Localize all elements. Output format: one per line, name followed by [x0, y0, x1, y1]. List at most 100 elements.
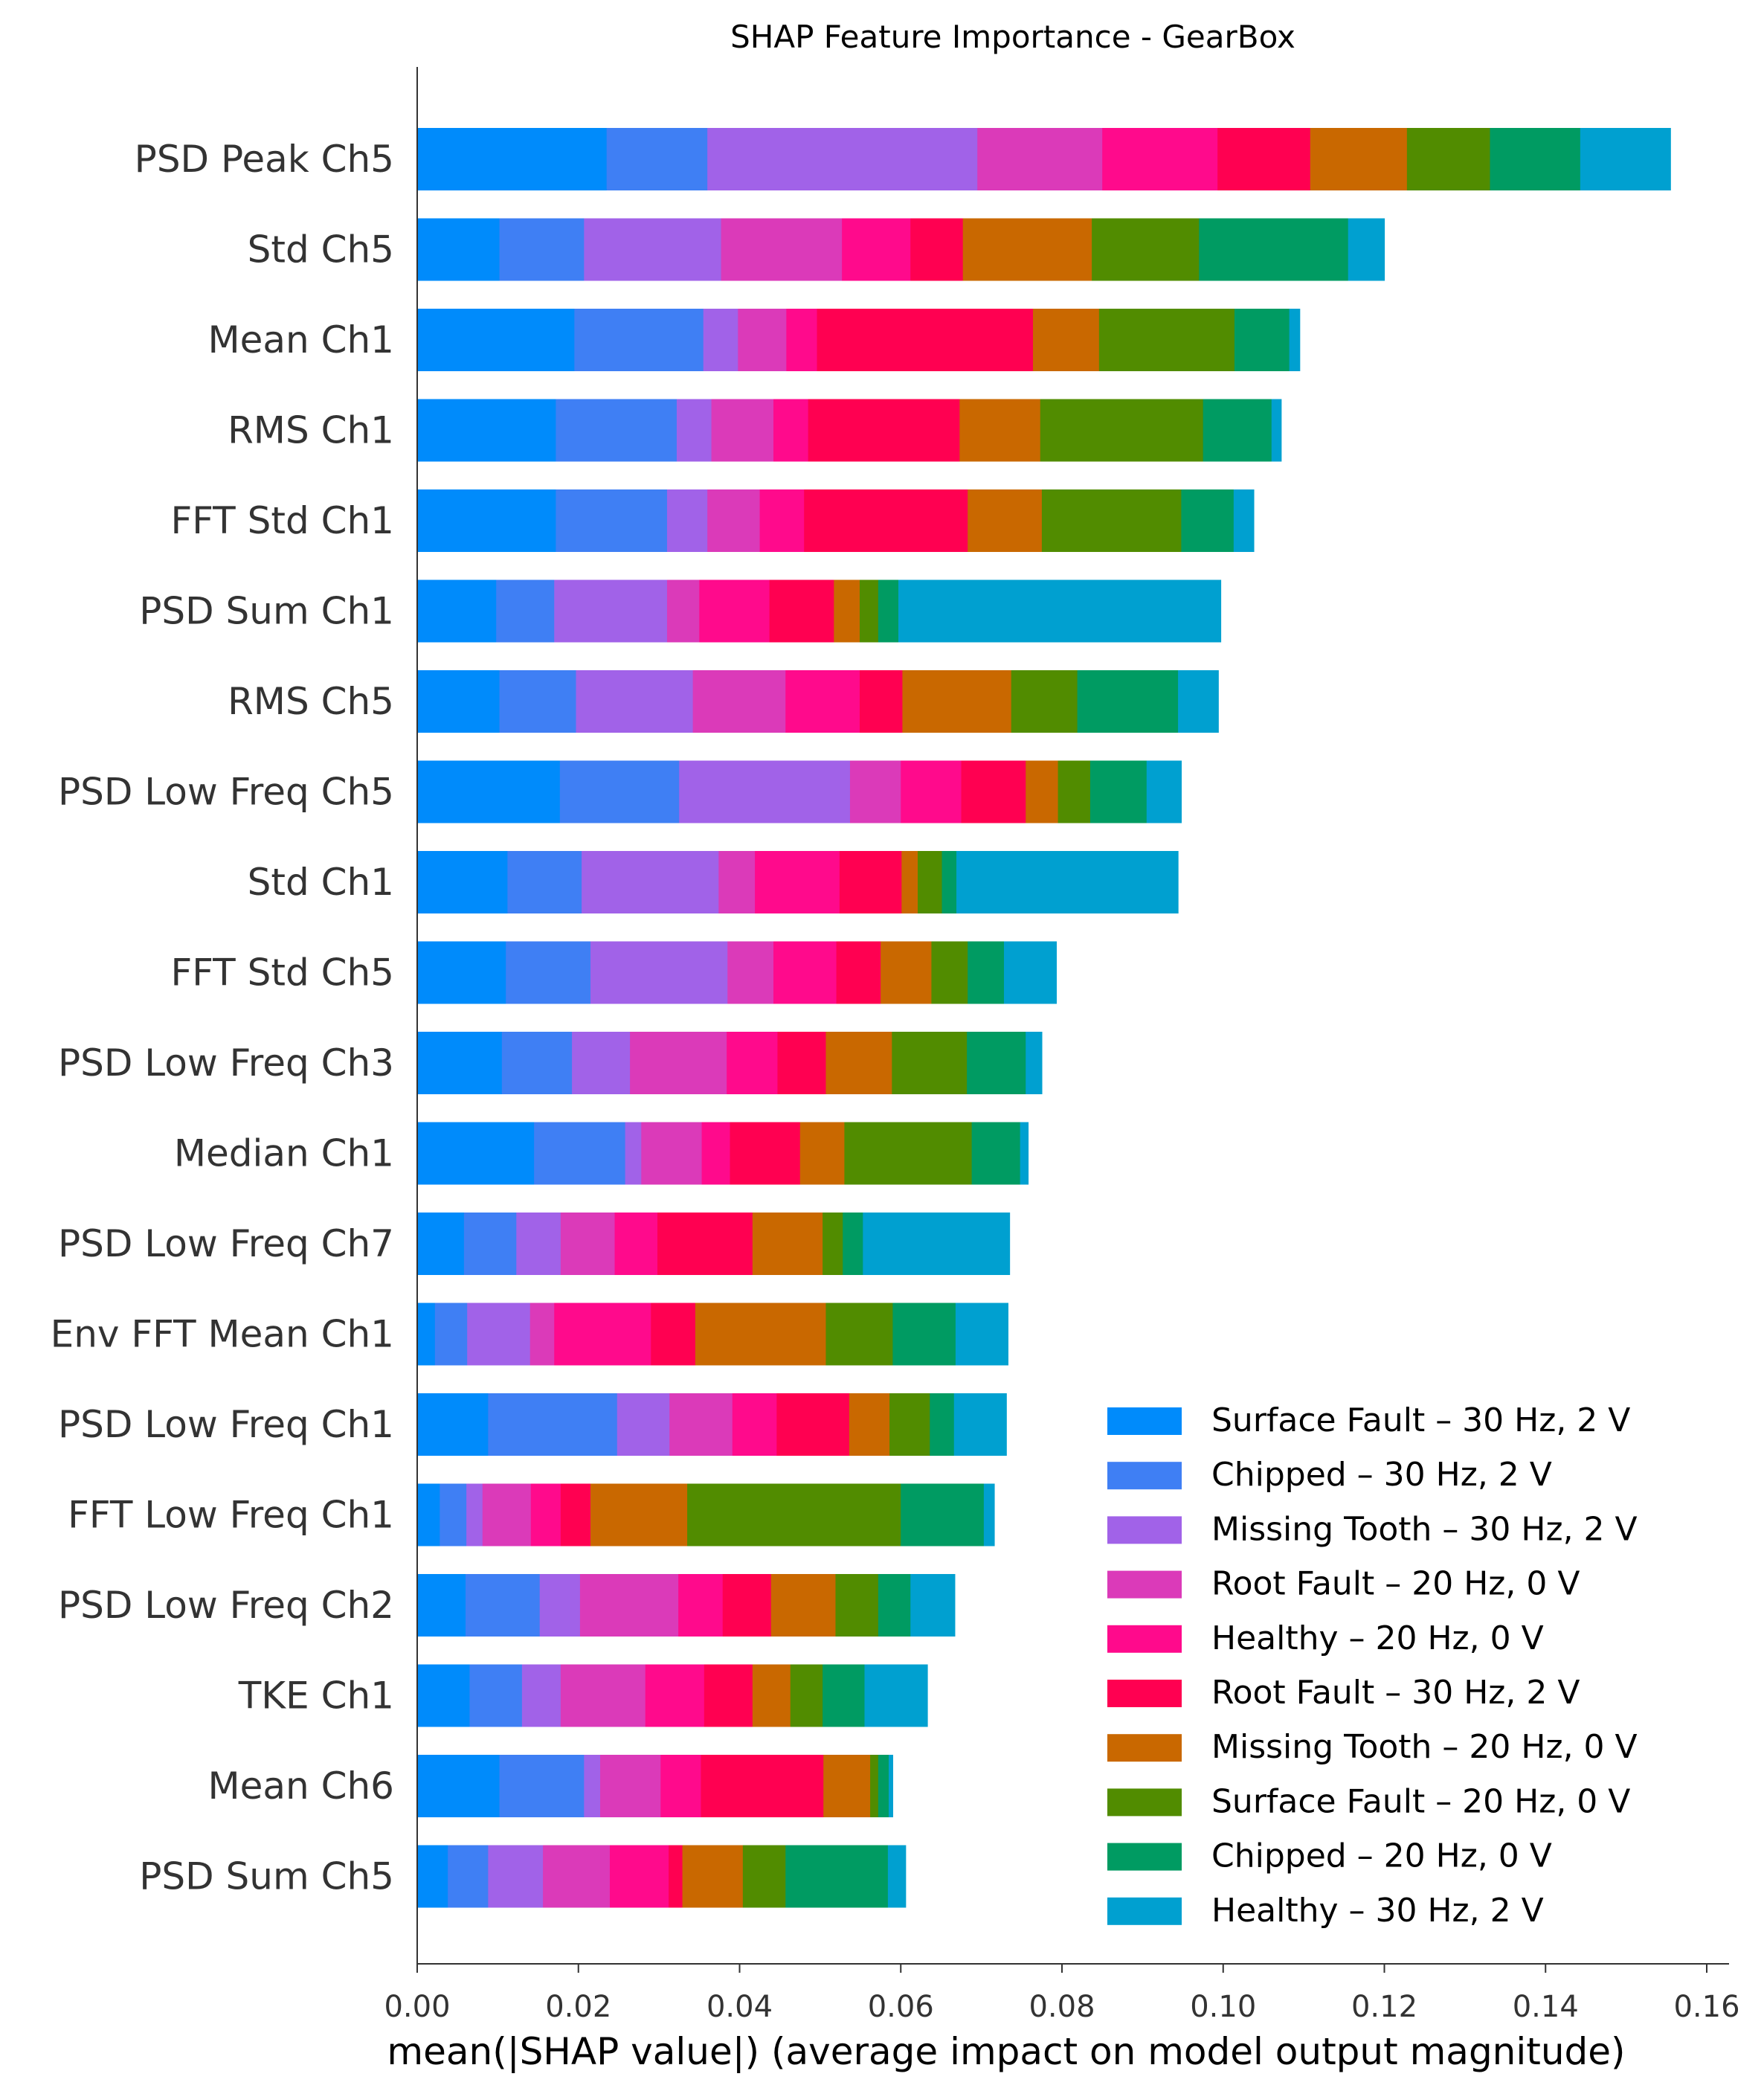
y-tick-label: RMS Ch5 — [228, 680, 394, 723]
legend-label: Surface Fault – 20 Hz, 0 V — [1211, 1782, 1630, 1820]
bar-segment-8-10 — [1146, 760, 1182, 823]
y-tick-label: PSD Low Freq Ch1 — [58, 1403, 394, 1446]
bar-segment-3-8 — [1098, 309, 1235, 371]
bar-segment-10-3 — [590, 941, 728, 1004]
bar-segment-1-3 — [707, 128, 978, 190]
bar-segment-16-3 — [466, 1483, 483, 1547]
bar-segment-19-3 — [584, 1755, 601, 1817]
bar-segment-9-3 — [582, 851, 719, 913]
bar-segment-19-4 — [600, 1755, 661, 1817]
bar-segment-3-3 — [703, 309, 738, 371]
legend-swatch — [1107, 1516, 1182, 1544]
bar-segment-7-5 — [785, 670, 860, 733]
bar-segment-16-7 — [590, 1483, 688, 1547]
bar-segment-16-6 — [560, 1483, 591, 1547]
bar-segment-12-9 — [971, 1122, 1021, 1185]
legend-label: Root Fault – 30 Hz, 2 V — [1211, 1674, 1580, 1712]
y-tick-label: FFT Std Ch1 — [171, 499, 394, 542]
y-tick-label: Std Ch5 — [248, 228, 394, 272]
bar-segment-5-9 — [1181, 489, 1235, 552]
bar-segment-4-8 — [1040, 399, 1204, 462]
bar-segment-17-1 — [417, 1574, 466, 1637]
x-axis-ticks: 0.00 0.02 0.04 0.06 0.08 0.10 0.12 0.14 0.16 — [384, 1964, 1740, 2024]
y-tick-label: RMS Ch1 — [228, 409, 394, 452]
bar-segment-16-10 — [983, 1483, 995, 1547]
bar-segment-5-8 — [1041, 489, 1182, 552]
bar-segment-7-8 — [1011, 670, 1078, 733]
bar-segment-10-2 — [506, 941, 591, 1004]
bar-segment-18-5 — [645, 1664, 705, 1727]
bar-segment-18-10 — [864, 1664, 928, 1727]
bar-segment-1-4 — [977, 128, 1103, 190]
bar-segment-3-6 — [817, 309, 1034, 371]
bar-segment-6-10 — [898, 579, 1222, 643]
bar-segment-18-4 — [560, 1664, 646, 1727]
legend-label: Healthy – 20 Hz, 0 V — [1211, 1619, 1544, 1657]
y-tick-label: PSD Low Freq Ch7 — [58, 1222, 394, 1265]
bar-segment-16-5 — [530, 1483, 561, 1547]
legend-label: Healthy – 30 Hz, 2 V — [1211, 1892, 1544, 1930]
bar-segment-19-5 — [660, 1755, 702, 1817]
bar-segment-1-8 — [1406, 128, 1491, 190]
bar-segment-5-1 — [417, 489, 556, 552]
y-tick-label: Std Ch1 — [248, 861, 394, 904]
bar-segment-13-9 — [843, 1213, 863, 1275]
bar-segment-11-7 — [825, 1032, 892, 1094]
bar-segment-14-7 — [695, 1303, 827, 1366]
bar-segment-4-1 — [417, 399, 556, 462]
legend-swatch — [1107, 1462, 1182, 1490]
y-tick-label: PSD Sum Ch5 — [139, 1855, 394, 1898]
legend-swatch — [1107, 1843, 1182, 1871]
bar-segment-11-9 — [967, 1032, 1026, 1094]
y-tick-label: TKE Ch1 — [238, 1674, 394, 1718]
legend-swatch — [1107, 1407, 1182, 1435]
bar-segment-2-8 — [1092, 218, 1200, 281]
x-tick-label: 0.16 — [1673, 1990, 1739, 2024]
x-tick-label: 0.02 — [545, 1990, 611, 2024]
bar-segment-12-6 — [730, 1122, 801, 1185]
bar-segment-1-9 — [1490, 128, 1581, 190]
bar-segment-14-8 — [825, 1303, 894, 1366]
bar-segment-13-10 — [863, 1213, 1011, 1275]
bar-segment-16-8 — [687, 1483, 901, 1547]
bar-segment-18-1 — [417, 1664, 471, 1727]
legend-swatch — [1107, 1897, 1182, 1925]
bar-segment-2-6 — [910, 218, 964, 281]
legend-label: Missing Tooth – 20 Hz, 0 V — [1211, 1728, 1638, 1766]
bar-segment-9-10 — [956, 851, 1179, 913]
bar-segment-11-6 — [777, 1032, 827, 1094]
bar-segment-11-4 — [630, 1032, 727, 1094]
bar-segment-19-6 — [701, 1755, 824, 1817]
bar-segment-3-9 — [1234, 309, 1290, 371]
bar-segment-20-9 — [785, 1845, 889, 1908]
bar-segment-13-8 — [823, 1213, 843, 1275]
legend-label: Missing Tooth – 30 Hz, 2 V — [1211, 1510, 1638, 1548]
bar-segment-7-10 — [1178, 670, 1219, 733]
bar-segment-18-7 — [752, 1664, 791, 1727]
bar-segment-9-9 — [941, 851, 957, 913]
bar-segment-10-8 — [931, 941, 968, 1004]
bar-segment-7-4 — [692, 670, 786, 733]
bar-segment-17-3 — [539, 1574, 581, 1637]
bar-segment-9-1 — [417, 851, 508, 913]
bar-segment-15-8 — [889, 1393, 930, 1456]
bar-segment-3-1 — [417, 309, 575, 371]
x-tick-label: 0.14 — [1513, 1990, 1579, 2024]
y-axis-labels: PSD Peak Ch5 Std Ch5 Mean Ch1 RMS Ch1 FFT St… — [51, 138, 394, 1898]
bar-segment-3-5 — [786, 309, 818, 371]
legend: Surface Fault – 30 Hz, 2 V Chipped – 30 H… — [1107, 1401, 1638, 1930]
bar-segment-15-4 — [669, 1393, 733, 1456]
bar-segment-8-3 — [679, 760, 851, 823]
bar-segment-16-4 — [482, 1483, 532, 1547]
y-tick-label: PSD Sum Ch1 — [139, 590, 394, 633]
bar-segment-20-6 — [669, 1845, 683, 1908]
bar-segment-4-6 — [808, 399, 960, 462]
legend-label: Chipped – 20 Hz, 0 V — [1211, 1837, 1552, 1875]
bar-segment-7-3 — [576, 670, 694, 733]
bar-segment-16-9 — [901, 1483, 985, 1547]
bar-segment-2-7 — [962, 218, 1092, 281]
bar-segment-10-4 — [727, 941, 774, 1004]
bar-segment-8-7 — [1026, 760, 1059, 823]
bar-segment-17-10 — [910, 1574, 956, 1637]
bar-segment-14-1 — [417, 1303, 436, 1366]
